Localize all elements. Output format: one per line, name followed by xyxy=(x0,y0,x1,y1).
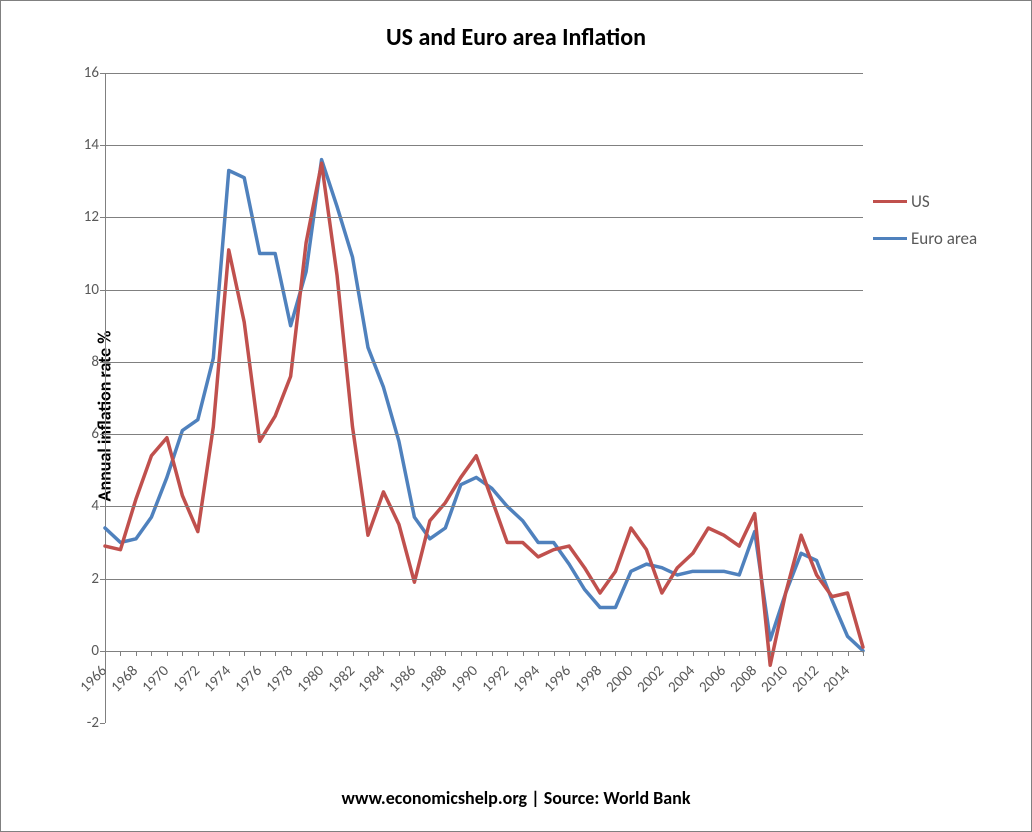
x-tick-mark xyxy=(801,651,802,656)
x-tick-mark xyxy=(322,651,323,656)
x-tick-mark xyxy=(306,651,307,656)
legend-swatch xyxy=(873,237,907,240)
x-tick-mark xyxy=(120,651,121,656)
legend-swatch xyxy=(873,200,907,203)
x-tick-mark xyxy=(244,651,245,656)
gridline xyxy=(105,362,863,363)
legend-item: US xyxy=(873,191,977,212)
x-tick-mark xyxy=(832,651,833,656)
x-tick-mark xyxy=(414,651,415,656)
x-tick-mark xyxy=(569,651,570,656)
y-tick-label: -2 xyxy=(87,714,105,732)
series-line-euro-area xyxy=(105,160,863,651)
x-tick-mark xyxy=(151,651,152,656)
x-tick-mark xyxy=(739,651,740,656)
x-tick-mark xyxy=(677,651,678,656)
x-tick-mark xyxy=(507,651,508,656)
x-tick-mark xyxy=(600,651,601,656)
x-tick-mark xyxy=(724,651,725,656)
x-tick-mark xyxy=(337,651,338,656)
x-tick-mark xyxy=(260,651,261,656)
x-tick-mark xyxy=(492,651,493,656)
gridline xyxy=(105,145,863,146)
gridline xyxy=(105,579,863,580)
x-tick-mark xyxy=(646,651,647,656)
x-tick-mark xyxy=(136,651,137,656)
x-tick-mark xyxy=(662,651,663,656)
gridline xyxy=(105,506,863,507)
gridline xyxy=(105,290,863,291)
x-tick-mark xyxy=(445,651,446,656)
x-tick-mark xyxy=(848,651,849,656)
x-tick-mark xyxy=(631,651,632,656)
gridline xyxy=(105,434,863,435)
y-tick-label: 8 xyxy=(91,353,105,371)
x-tick-mark xyxy=(585,651,586,656)
x-tick-mark xyxy=(863,651,864,656)
gridline xyxy=(105,73,863,74)
chart-caption: www.economicshelp.org | Source: World Ba… xyxy=(1,787,1031,809)
x-tick-mark xyxy=(291,651,292,656)
y-tick-label: 10 xyxy=(84,281,105,299)
x-tick-mark xyxy=(229,651,230,656)
line-series-svg xyxy=(105,73,863,723)
x-tick-mark xyxy=(476,651,477,656)
x-axis-line xyxy=(105,651,863,652)
x-tick-mark xyxy=(167,651,168,656)
plot-area: -202468101214161966196819701972197419761… xyxy=(105,73,863,723)
x-tick-mark xyxy=(786,651,787,656)
x-tick-mark xyxy=(105,651,106,656)
chart-title: US and Euro area Inflation xyxy=(1,23,1031,52)
x-tick-mark xyxy=(817,651,818,656)
gridline xyxy=(105,217,863,218)
y-tick-label: 4 xyxy=(91,497,105,515)
x-tick-mark xyxy=(708,651,709,656)
x-tick-mark xyxy=(461,651,462,656)
series-line-us xyxy=(105,163,863,665)
y-tick-label: 0 xyxy=(91,642,105,660)
legend: US Euro area xyxy=(873,191,977,265)
x-tick-mark xyxy=(182,651,183,656)
y-tick-label: 2 xyxy=(91,570,105,588)
x-tick-mark xyxy=(275,651,276,656)
x-tick-mark xyxy=(430,651,431,656)
x-tick-mark xyxy=(399,651,400,656)
x-tick-mark xyxy=(523,651,524,656)
x-tick-mark xyxy=(770,651,771,656)
chart-container: US and Euro area Inflation Annual inflat… xyxy=(0,0,1032,832)
y-tick-label: 12 xyxy=(84,208,105,226)
legend-label: Euro area xyxy=(911,228,977,249)
x-tick-mark xyxy=(213,651,214,656)
legend-label: US xyxy=(911,191,930,212)
legend-item: Euro area xyxy=(873,228,977,249)
y-tick-label: 6 xyxy=(91,425,105,443)
x-tick-mark xyxy=(755,651,756,656)
x-tick-mark xyxy=(368,651,369,656)
x-tick-mark xyxy=(383,651,384,656)
x-tick-mark xyxy=(693,651,694,656)
x-tick-mark xyxy=(198,651,199,656)
x-tick-mark xyxy=(615,651,616,656)
x-tick-mark xyxy=(538,651,539,656)
y-tick-label: 16 xyxy=(84,64,105,82)
y-tick-label: 14 xyxy=(84,136,105,154)
x-tick-mark xyxy=(353,651,354,656)
x-tick-mark xyxy=(554,651,555,656)
